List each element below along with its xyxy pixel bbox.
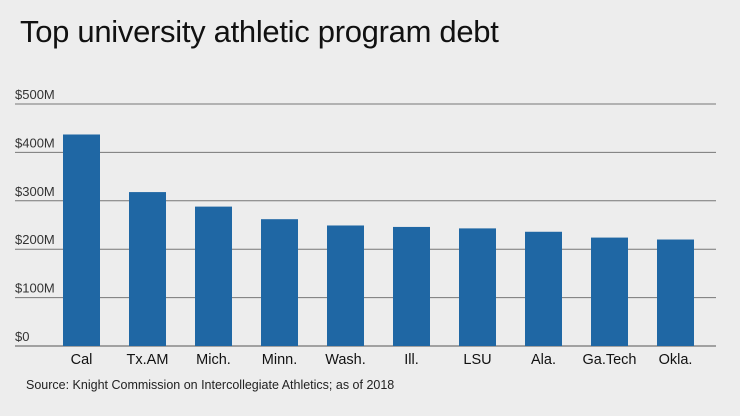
x-tick-label: Ill. xyxy=(404,352,419,368)
bar xyxy=(591,237,628,346)
x-tick-label: Wash. xyxy=(325,352,366,368)
y-tick-label: $300M xyxy=(15,184,55,199)
x-axis-ticks: Cal Tx.AM Mich. Minn. Wash. Ill. LSU Ala. Ga.Tec… xyxy=(71,352,693,368)
y-tick-label: $100M xyxy=(15,281,55,296)
bar xyxy=(657,239,694,346)
x-tick-label: Tx.AM xyxy=(127,352,169,368)
x-tick-label: Ga.Tech xyxy=(583,352,637,368)
chart-title: Top university athletic program debt xyxy=(20,14,499,49)
x-tick-label: Okla. xyxy=(659,352,693,368)
x-tick-label: Ala. xyxy=(531,352,556,368)
y-tick-label: $500M xyxy=(15,87,55,102)
bar xyxy=(195,206,232,346)
bars xyxy=(63,134,694,346)
x-tick-label: Minn. xyxy=(262,352,297,368)
y-tick-label: $200M xyxy=(15,232,55,247)
y-tick-label: $400M xyxy=(15,135,55,150)
bar xyxy=(63,134,100,346)
source-note: Source: Knight Commission on Intercolleg… xyxy=(26,378,395,392)
x-tick-label: LSU xyxy=(463,352,491,368)
bar xyxy=(393,226,430,346)
x-tick-label: Cal xyxy=(71,352,93,368)
bar xyxy=(261,219,298,346)
x-tick-label: Mich. xyxy=(196,352,231,368)
bar xyxy=(459,228,496,346)
bar xyxy=(129,192,166,346)
y-tick-label: $0 xyxy=(15,329,29,344)
y-axis-ticks: $0 $100M $200M $300M $400M $500M xyxy=(15,87,55,344)
bar xyxy=(327,225,364,346)
bar xyxy=(525,231,562,346)
